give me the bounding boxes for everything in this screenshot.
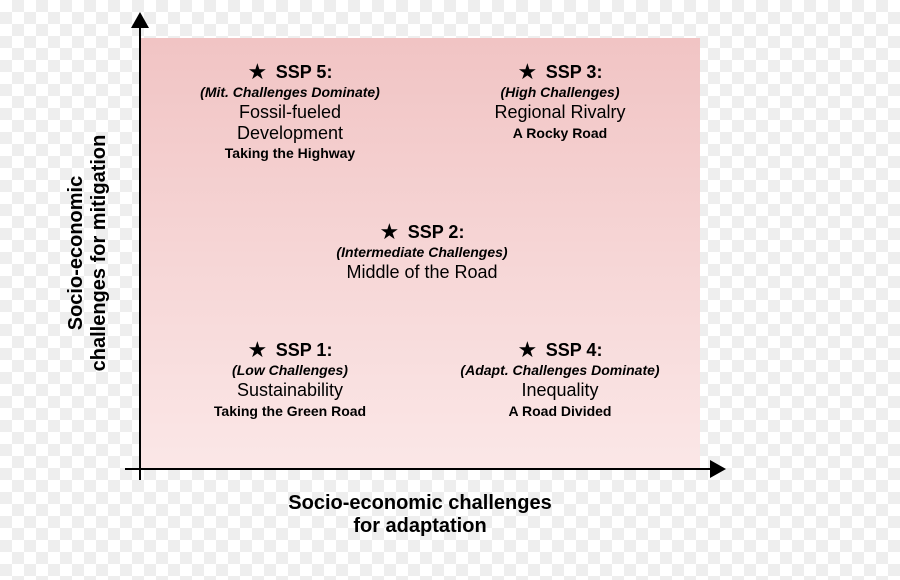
- star-icon: ★: [518, 339, 538, 361]
- ssp3-label: Regional Rivalry: [430, 102, 690, 123]
- star-icon: ★: [248, 339, 268, 361]
- ssp2-challenge: (Intermediate Challenges): [292, 244, 552, 260]
- ssp4-label: Inequality: [430, 380, 690, 401]
- ssp5-block: ★ SSP 5: (Mit. Challenges Dominate) Foss…: [160, 60, 420, 161]
- ssp2-block: ★ SSP 2: (Intermediate Challenges) Middl…: [292, 220, 552, 283]
- x-axis-label-line1: Socio-economic challenges: [288, 492, 551, 514]
- ssp2-name: SSP 2:: [408, 222, 465, 242]
- y-axis-label-line1: Socio-economic: [65, 176, 87, 330]
- ssp5-challenge: (Mit. Challenges Dominate): [160, 84, 420, 100]
- star-icon: ★: [380, 221, 400, 243]
- ssp5-name: SSP 5:: [276, 62, 333, 82]
- ssp3-challenge: (High Challenges): [430, 84, 690, 100]
- ssp3-name: SSP 3:: [546, 62, 603, 82]
- ssp4-challenge: (Adapt. Challenges Dominate): [430, 362, 690, 378]
- x-axis-label: Socio-economic challenges for adaptation: [140, 492, 700, 538]
- ssp4-sub: A Road Divided: [430, 403, 690, 419]
- ssp1-name: SSP 1:: [276, 340, 333, 360]
- ssp4-name: SSP 4:: [546, 340, 603, 360]
- ssp1-block: ★ SSP 1: (Low Challenges) Sustainability…: [160, 338, 420, 419]
- y-axis-label: Socio-economic challenges for mitigation: [65, 38, 111, 468]
- x-axis-label-line2: for adaptation: [353, 515, 486, 537]
- y-axis-arrow-icon: [131, 12, 149, 28]
- ssp5-label: Fossil-fueled Development: [160, 102, 420, 143]
- ssp2-label: Middle of the Road: [292, 262, 552, 283]
- ssp1-label: Sustainability: [160, 380, 420, 401]
- y-axis: [139, 20, 141, 480]
- ssp3-sub: A Rocky Road: [430, 125, 690, 141]
- x-axis-arrow-icon: [710, 460, 726, 478]
- ssp4-block: ★ SSP 4: (Adapt. Challenges Dominate) In…: [430, 338, 690, 419]
- ssp5-sub: Taking the Highway: [160, 145, 420, 161]
- star-icon: ★: [518, 61, 538, 83]
- ssp-quadrant-chart: Socio-economic challenges for mitigation…: [0, 0, 900, 580]
- star-icon: ★: [248, 61, 268, 83]
- ssp3-block: ★ SSP 3: (High Challenges) Regional Riva…: [430, 60, 690, 141]
- ssp1-sub: Taking the Green Road: [160, 403, 420, 419]
- y-axis-label-line2: challenges for mitigation: [88, 135, 110, 372]
- x-axis: [125, 468, 715, 470]
- ssp1-challenge: (Low Challenges): [160, 362, 420, 378]
